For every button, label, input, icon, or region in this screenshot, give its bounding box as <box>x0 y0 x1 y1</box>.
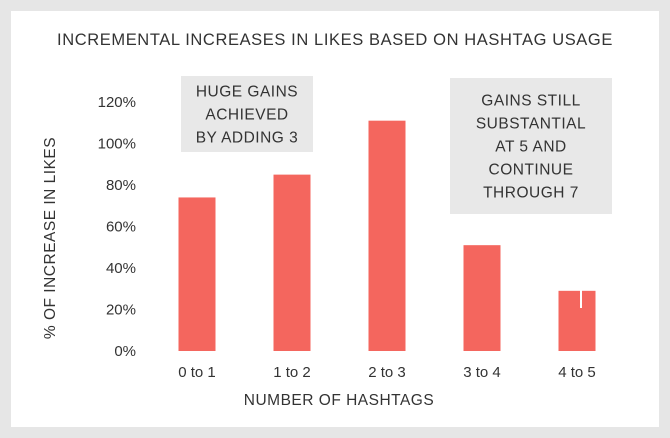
annotation-box <box>450 78 612 214</box>
annotations: HUGE GAINS ACHIEVED BY ADDING 3 GAINS STILL… <box>181 76 612 308</box>
annotation-text: BY ADDING 3 <box>196 130 299 147</box>
x-tick-label: 1 to 2 <box>273 364 311 381</box>
annotation-box <box>181 76 313 152</box>
annotation-text: GAINS STILL <box>481 93 580 110</box>
y-tick-label: 40% <box>106 260 136 277</box>
bar <box>273 174 311 351</box>
annotation-text: CONTINUE <box>489 162 574 179</box>
y-tick-label: 60% <box>106 219 136 236</box>
annotation-text: SUBSTANTIAL <box>476 116 586 133</box>
bars <box>178 120 596 351</box>
bar <box>368 120 406 351</box>
bar <box>178 197 216 351</box>
x-tick-labels: 0 to 1 1 to 2 2 to 3 3 to 4 4 to 5 <box>178 364 596 381</box>
x-axis-label: NUMBER OF HASHTAGS <box>244 392 434 409</box>
y-tick-label: 0% <box>114 343 136 360</box>
x-tick-label: 2 to 3 <box>368 364 406 381</box>
bar <box>558 290 596 351</box>
bar-chart: INCREMENTAL INCREASES IN LIKES BASED ON … <box>42 31 613 409</box>
annotation-callout: GAINS STILL SUBSTANTIAL AT 5 AND CONTINUE TH… <box>450 78 612 308</box>
annotation-leader-line <box>310 123 369 140</box>
chart-title: INCREMENTAL INCREASES IN LIKES BASED ON … <box>57 31 613 49</box>
annotation-callout: HUGE GAINS ACHIEVED BY ADDING 3 <box>181 76 369 152</box>
x-tick-label: 0 to 1 <box>178 364 216 381</box>
y-tick-labels: 0% 20% 40% 60% 80% 100% 120% <box>98 94 136 360</box>
x-tick-label: 4 to 5 <box>558 364 596 381</box>
annotation-text: ACHIEVED <box>205 107 288 124</box>
annotation-text: HUGE GAINS <box>196 84 298 101</box>
bar <box>463 245 501 351</box>
annotation-text: THROUGH 7 <box>483 185 579 202</box>
chart-frame: INCREMENTAL INCREASES IN LIKES BASED ON … <box>11 11 659 427</box>
y-tick-label: 100% <box>98 136 136 153</box>
x-tick-label: 3 to 4 <box>463 364 501 381</box>
y-tick-label: 80% <box>106 177 136 194</box>
y-tick-label: 20% <box>106 302 136 319</box>
y-axis-label: % OF INCREASE IN LIKES <box>42 137 59 339</box>
annotation-text: AT 5 AND <box>495 139 566 156</box>
y-tick-label: 120% <box>98 94 136 111</box>
